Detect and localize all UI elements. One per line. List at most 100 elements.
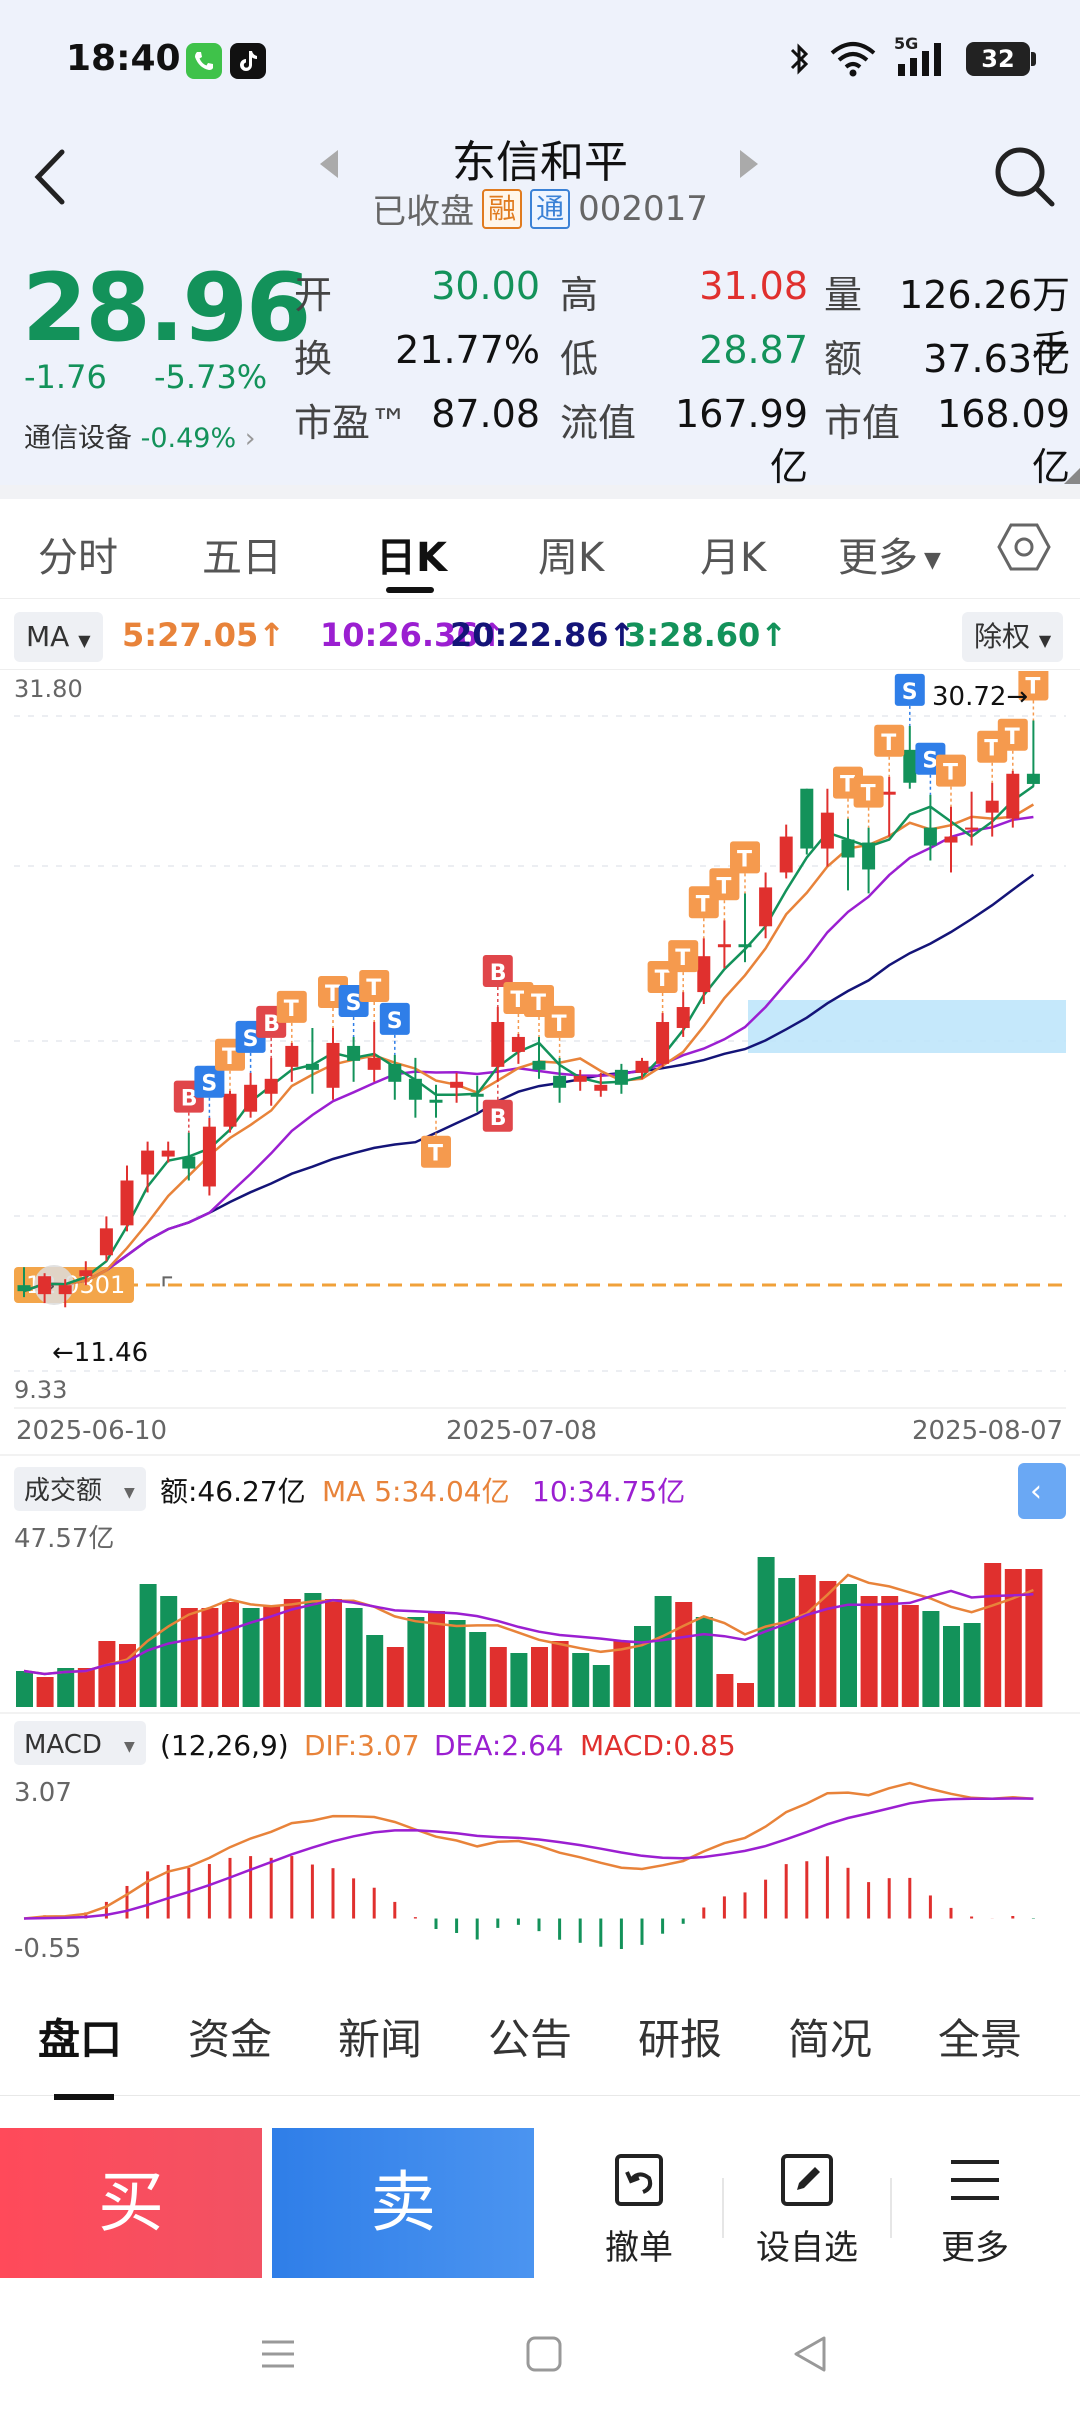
search-icon[interactable] (990, 142, 1060, 212)
candle (491, 1021, 505, 1067)
signal-marker (730, 841, 760, 874)
candle (944, 836, 958, 843)
adjust-select[interactable]: 除权 ▼ (962, 612, 1064, 662)
volume-bar (469, 1632, 487, 1707)
back-icon[interactable] (22, 142, 82, 212)
wifi-icon (830, 42, 876, 77)
next-stock-icon[interactable] (740, 150, 758, 178)
kline-chart[interactable]: 12.0301»⌜BSTSBTTSTSBTTTTBTTTTTTTTSSTTTT3… (0, 668, 1080, 1966)
volume-bar (572, 1653, 590, 1707)
margin-tag: 融 (482, 188, 523, 229)
tab-pankou[interactable]: 盘口 (38, 2015, 123, 2064)
cancel-order-button[interactable]: 撤单 (564, 2150, 714, 2269)
tab-announcements[interactable]: 公告 (488, 2015, 573, 2064)
sell-button[interactable]: 卖 (272, 2128, 534, 2278)
max-price-label: 30.72→ (932, 682, 1028, 712)
y-axis-bottom-label: 9.33 (14, 1376, 67, 1404)
add-watchlist-button[interactable]: 设自选 (732, 2150, 882, 2269)
candle (553, 1075, 567, 1088)
chevron-left-icon: ‹ (1030, 1474, 1042, 1509)
volume-ma10: 10:34.75亿 (532, 1475, 685, 1508)
recents-icon[interactable] (258, 2334, 298, 2374)
candle (326, 1042, 340, 1088)
signal-label: T (696, 892, 711, 917)
macd-params: (12,26,9) (160, 1729, 289, 1762)
buy-button[interactable]: 买 (0, 2128, 262, 2278)
header: 东信和平 已收盘 融 通 002017 (0, 120, 1080, 250)
chart-area[interactable]: 12.0301»⌜BSTSBTTSTSBTTTTBTTTTTTTTSSTTTT3… (0, 668, 1080, 1966)
volume-bar (963, 1623, 981, 1707)
ma5-value: 5:27.05↑ (122, 616, 286, 654)
signal-label: T (737, 847, 752, 872)
min-price-label: ←11.46 (52, 1338, 148, 1368)
prev-stock-icon[interactable] (320, 150, 338, 178)
industry-change: -0.49% (140, 423, 237, 454)
status-time: 18:40 (66, 38, 181, 79)
edit-icon (781, 2154, 833, 2206)
industry-link[interactable]: 通信设备 -0.49% › (24, 416, 256, 455)
volume-bar (716, 1674, 734, 1707)
candle (759, 887, 773, 927)
signal-marker (194, 1065, 225, 1098)
tab-funds[interactable]: 资金 (188, 2015, 273, 2064)
signal-marker (853, 775, 884, 808)
ma3-value: 3:28.60↑ (624, 616, 788, 654)
signal-label: S (902, 680, 918, 705)
volume-bar (428, 1611, 445, 1707)
tab-more[interactable]: 更多 ▼ (838, 525, 941, 583)
candle (264, 1078, 278, 1094)
volume-amount: 额:46.27亿 (160, 1475, 306, 1508)
volume-bar (654, 1596, 672, 1707)
indicator-select[interactable]: MA ▼ (14, 612, 103, 662)
candle (470, 1093, 484, 1097)
tab-news[interactable]: 新闻 (338, 2015, 423, 2064)
candle (38, 1276, 52, 1295)
tab-daily-k[interactable]: 日K (376, 535, 447, 581)
caret-down-icon: ▼ (124, 1485, 135, 1501)
stock-subtitle: 已收盘 融 通 002017 (0, 184, 1080, 233)
macd-dif: DIF:3.07 (304, 1729, 420, 1762)
home-icon[interactable] (524, 2334, 564, 2374)
candle (923, 827, 937, 846)
turnover-value: 21.77% (395, 328, 540, 372)
volume-ma5-line (23, 1573, 1034, 1676)
candle (223, 1093, 237, 1127)
tab-overview[interactable]: 全景 (938, 2015, 1023, 2064)
tab-monthly-k[interactable]: 月K (700, 535, 767, 581)
candle (305, 1063, 319, 1070)
volume-bar (881, 1596, 899, 1707)
candle (1026, 773, 1040, 784)
volume-bar (819, 1581, 837, 1707)
signal-label: S (243, 1027, 259, 1052)
tab-profile[interactable]: 简况 (788, 2015, 873, 2064)
candle (656, 1021, 670, 1064)
back-nav-icon[interactable] (790, 2334, 830, 2374)
ma-indicator-bar: MA ▼ 5:27.05↑ 10:26.36↑ 20:22.86↑ 3:28.6… (0, 600, 1080, 670)
more-button[interactable]: 更多 (900, 2150, 1050, 2269)
tab-research[interactable]: 研报 (638, 2015, 723, 2064)
candle (779, 836, 793, 873)
signal-label: B (490, 961, 507, 986)
candle (120, 1180, 134, 1226)
macd-dif-line (23, 1781, 1034, 1920)
y-axis-top-label: 31.80 (14, 675, 83, 703)
quote-panel: 28.96 -1.76 -5.73% 通信设备 -0.49% › 开 30.00… (0, 250, 1080, 489)
mkt-cap-value: 168.09亿 (937, 392, 1070, 489)
signal-label: S (201, 1072, 217, 1097)
signal-label: S (387, 1009, 403, 1034)
candle (965, 827, 979, 830)
tab-weekly-k[interactable]: 周K (538, 535, 605, 581)
tab-five-day[interactable]: 五日 (202, 535, 282, 581)
signal-label: T (1005, 725, 1020, 750)
divider (890, 2178, 892, 2238)
expand-corner-icon[interactable] (1064, 468, 1080, 484)
signal-label: B (263, 1012, 280, 1037)
tab-intraday[interactable]: 分时 (38, 535, 118, 581)
crop-icon: ⌜ (160, 1272, 174, 1307)
signal-marker (482, 955, 513, 988)
volume-bar (860, 1596, 878, 1707)
low-value: 28.87 (699, 328, 808, 372)
settings-icon[interactable] (996, 519, 1052, 575)
volume-bar (263, 1605, 281, 1707)
x-axis-label: 2025-06-10 (16, 1416, 167, 1446)
